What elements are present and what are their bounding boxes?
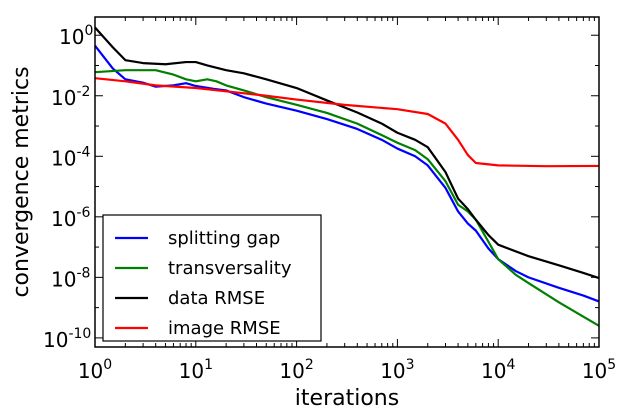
y-tick-label: 10-8 xyxy=(51,265,90,291)
x-tick-label: 105 xyxy=(582,357,616,383)
legend-entries: splitting gap transversality data RMSE imag… xyxy=(115,228,292,339)
plot-frame xyxy=(94,16,600,348)
legend-box xyxy=(102,214,322,342)
y-tick-labels: 100 10-2 10-4 10-6 10-8 10-10 xyxy=(43,23,93,352)
legend-label: image RMSE xyxy=(168,318,281,339)
y-tick-label: 10-6 xyxy=(51,205,91,231)
legend-label: splitting gap xyxy=(168,228,280,249)
series-line xyxy=(94,69,600,327)
y-tick-label: 10-4 xyxy=(51,144,91,170)
x-axis-title: iterations xyxy=(295,386,399,411)
series-line xyxy=(94,26,600,280)
x-tick-label: 100 xyxy=(78,357,112,383)
y-tick-label: 100 xyxy=(59,23,93,49)
legend-label: data RMSE xyxy=(168,288,265,309)
x-tick-label: 103 xyxy=(380,357,414,383)
x-tick-label: 101 xyxy=(179,357,213,383)
y-axis-title: convergence metrics xyxy=(9,66,34,297)
y-tick-label: 10-2 xyxy=(51,84,90,110)
x-tick-label: 102 xyxy=(279,357,313,383)
legend: splitting gap transversality data RMSE imag… xyxy=(102,214,322,342)
series-line xyxy=(94,77,600,168)
x-tick-label: 104 xyxy=(481,357,515,383)
series-lines xyxy=(94,26,600,327)
x-tick-labels: 100 101 102 103 104 105 xyxy=(78,357,616,383)
y-tick-label: 10-10 xyxy=(43,326,91,352)
legend-label: transversality xyxy=(168,258,292,279)
